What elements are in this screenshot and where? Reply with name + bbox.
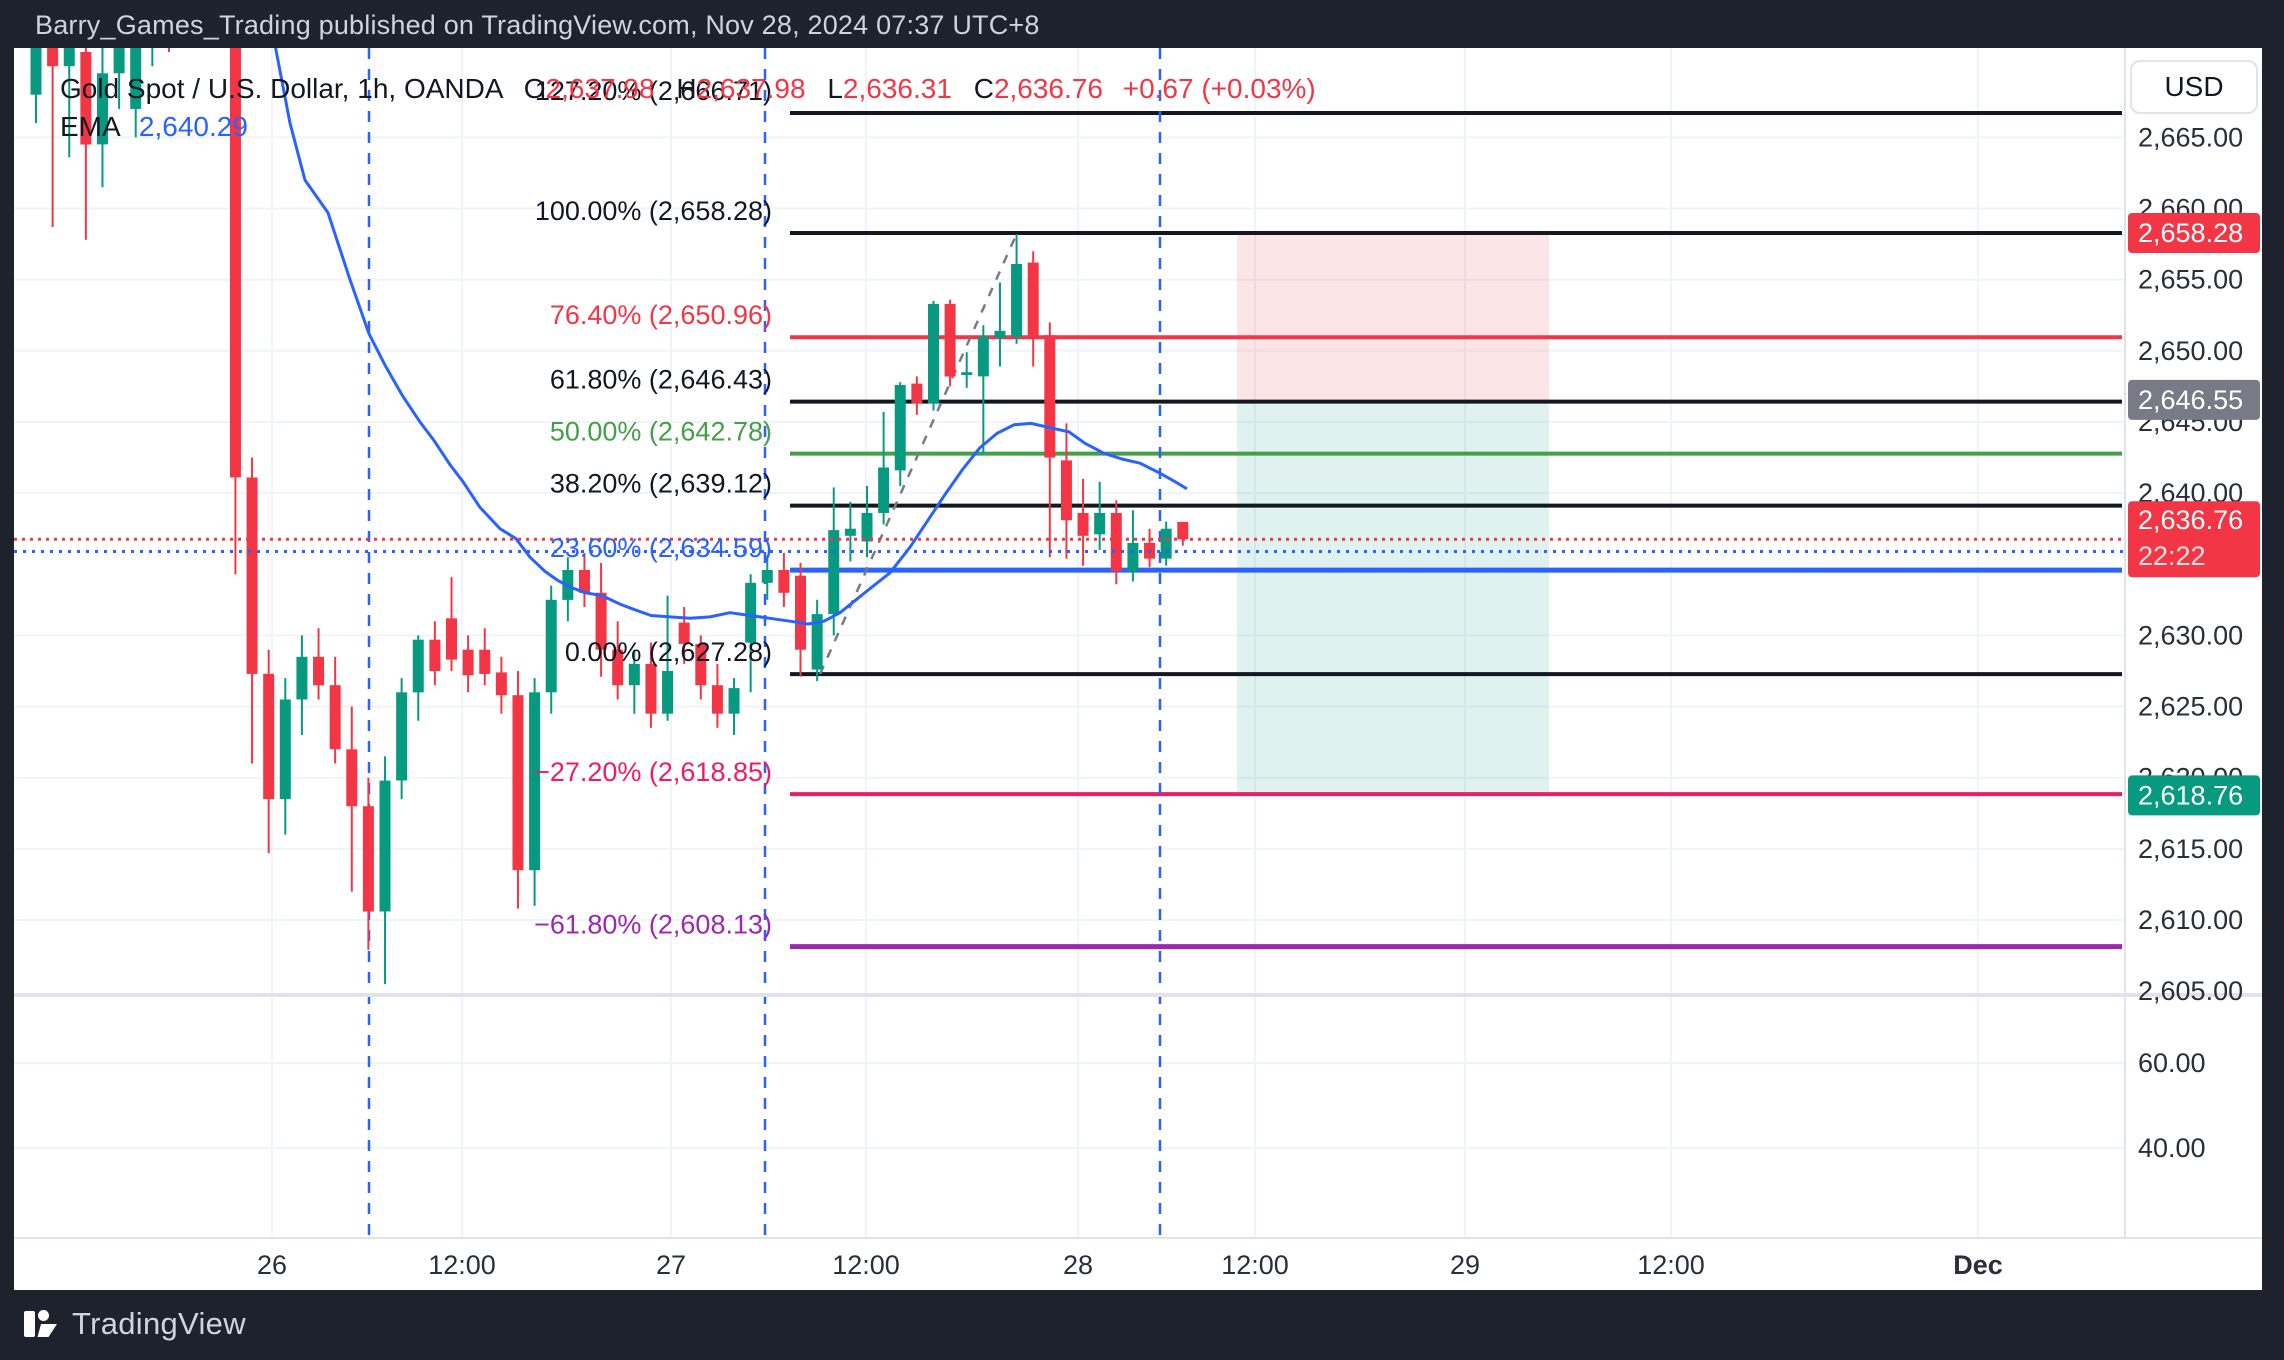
svg-text:50.00% (2,642.78): 50.00% (2,642.78) bbox=[550, 417, 772, 447]
svg-text:22:22: 22:22 bbox=[2138, 541, 2206, 571]
svg-text:2,618.76: 2,618.76 bbox=[2138, 780, 2243, 810]
vertical-dashed-lines[interactable] bbox=[367, 48, 1162, 1238]
footer-bar: TradingView bbox=[0, 1290, 2284, 1360]
close-value: 2,636.76 bbox=[993, 73, 1103, 104]
open-value: 2,637.98 bbox=[545, 73, 655, 104]
price-tick: 2,655.00 bbox=[2138, 265, 2243, 295]
ema-line[interactable] bbox=[274, 48, 1188, 626]
publish-info-text: Barry_Games_Trading published on Trading… bbox=[35, 10, 1040, 40]
svg-text:0.00% (2,627.28): 0.00% (2,627.28) bbox=[565, 637, 772, 667]
svg-text:61.80% (2,646.43): 61.80% (2,646.43) bbox=[550, 365, 772, 395]
svg-text:2,636.76: 2,636.76 bbox=[2138, 505, 2243, 535]
chart-background bbox=[14, 48, 2262, 1290]
ema-value: 2,640.29 bbox=[138, 111, 248, 142]
price-tick: 2,650.00 bbox=[2138, 336, 2243, 366]
low-value: 2,636.31 bbox=[842, 73, 952, 104]
price-tick: 2,615.00 bbox=[2138, 834, 2243, 864]
price-badge: 2,636.76 22:22 bbox=[2128, 501, 2260, 578]
time-tick: 28 bbox=[1063, 1250, 1093, 1280]
svg-text:2,646.55: 2,646.55 bbox=[2138, 385, 2243, 415]
time-tick: 12:00 bbox=[832, 1250, 900, 1280]
time-tick: 29 bbox=[1450, 1250, 1480, 1280]
time-tick: 26 bbox=[257, 1250, 287, 1280]
low-label: L bbox=[827, 73, 843, 104]
price-badge: 2,646.55 bbox=[2128, 379, 2260, 420]
time-tick: Dec bbox=[1953, 1250, 2003, 1280]
fib-retracement-lines[interactable] bbox=[790, 111, 2122, 950]
indicator-tick: 60.00 bbox=[2138, 1048, 2206, 1078]
price-tick: 2,665.00 bbox=[2138, 122, 2243, 152]
tradingview-logo-icon bbox=[24, 1310, 57, 1337]
chart-panel[interactable]: 127.20% (2,666.71) 100.00% (2,658.28) 76.4… bbox=[14, 48, 2262, 1290]
high-label: H bbox=[676, 73, 697, 104]
symbol-title: Gold Spot / U.S. Dollar, 1h, OANDA bbox=[60, 73, 502, 104]
svg-text:−61.80% (2,608.13): −61.80% (2,608.13) bbox=[534, 910, 772, 940]
price-chart[interactable]: 127.20% (2,666.71) 100.00% (2,658.28) 76.4… bbox=[14, 48, 2262, 1290]
change-value: +0.67 (+0.03%) bbox=[1122, 73, 1316, 104]
tradingview-brand-text: TradingView bbox=[72, 1306, 246, 1341]
fib-labels: 127.20% (2,666.71) 100.00% (2,658.28) 76.4… bbox=[534, 76, 772, 940]
price-tick: 2,605.00 bbox=[2138, 976, 2243, 1006]
profit-box[interactable] bbox=[1237, 399, 1549, 796]
price-badge: 2,658.28 bbox=[2128, 213, 2260, 253]
close-label: C bbox=[973, 73, 994, 104]
chart-legend: Gold Spot / U.S. Dollar, 1h, OANDA O2,63… bbox=[60, 70, 1316, 146]
short-position-tool[interactable] bbox=[1237, 233, 1549, 796]
price-tick: 2,625.00 bbox=[2138, 692, 2243, 722]
time-tick: 12:00 bbox=[428, 1250, 496, 1280]
symbol-row: Gold Spot / U.S. Dollar, 1h, OANDA O2,63… bbox=[60, 70, 1316, 108]
price-tick: 2,610.00 bbox=[2138, 905, 2243, 935]
time-tick: 12:00 bbox=[1637, 1250, 1705, 1280]
svg-text:76.40% (2,650.96): 76.40% (2,650.96) bbox=[550, 300, 772, 330]
open-label: O bbox=[523, 73, 546, 104]
indicator-tick: 40.00 bbox=[2138, 1133, 2206, 1163]
time-scale[interactable]: 26 12:00 27 12:00 28 12:00 29 12:00 Dec bbox=[14, 1237, 2262, 1280]
svg-text:38.20% (2,639.12): 38.20% (2,639.12) bbox=[550, 469, 772, 499]
svg-text:100.00% (2,658.28): 100.00% (2,658.28) bbox=[535, 196, 772, 226]
high-value: 2,637.98 bbox=[696, 73, 806, 104]
ema-label: EMA bbox=[60, 111, 120, 142]
price-scale[interactable]: 2,665.002,660.002,655.002,650.002,645.00… bbox=[2124, 48, 2260, 1238]
publish-topbar: Barry_Games_Trading published on Trading… bbox=[0, 0, 2284, 48]
time-tick: 12:00 bbox=[1221, 1250, 1289, 1280]
svg-text:−27.20% (2,618.85): −27.20% (2,618.85) bbox=[534, 757, 772, 787]
svg-text:23.60% (2,634.59): 23.60% (2,634.59) bbox=[550, 533, 772, 563]
currency-usd-button[interactable]: USD bbox=[2130, 60, 2258, 114]
svg-text:127.20% (2,666.71): 127.20% (2,666.71) bbox=[535, 76, 772, 106]
time-tick: 27 bbox=[656, 1250, 686, 1280]
price-badge: 2,618.76 bbox=[2128, 775, 2260, 816]
risk-box[interactable] bbox=[1237, 233, 1549, 400]
svg-text:2,658.28: 2,658.28 bbox=[2138, 218, 2243, 248]
price-tick: 2,630.00 bbox=[2138, 620, 2243, 650]
ema-row: EMA 2,640.29 bbox=[60, 108, 1316, 146]
